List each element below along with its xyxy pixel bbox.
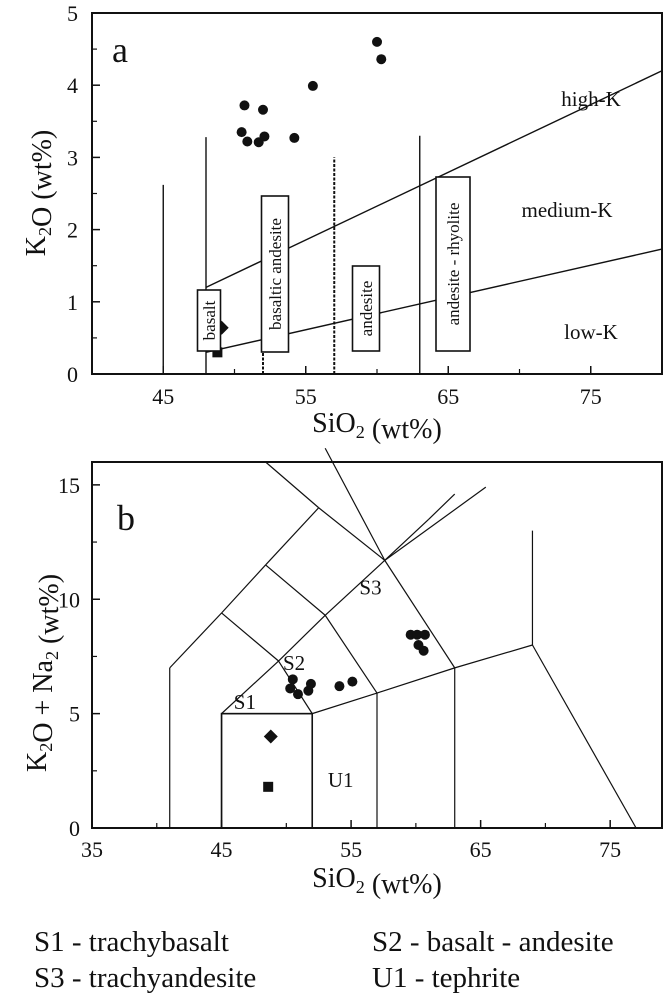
rock-box-0 [196,289,222,352]
data-point-circle-11 [418,645,429,656]
x-tick-label-75: 75 [599,837,621,862]
tas-boundary-16 [278,660,313,714]
x-tick-label-35: 35 [81,837,103,862]
tas-boundary-3 [265,507,320,566]
y-tick-label-4: 4 [67,73,78,98]
data-point-circle-4 [305,678,316,689]
tas-boundary-21 [324,559,386,616]
x-tick-label-65: 65 [470,837,492,862]
rock-box-label-3: andesite - rhyolite [444,203,463,326]
tas-boundary-19 [221,612,279,662]
rock-box-2 [351,265,381,352]
data-point-square-0 [212,347,223,358]
tas-boundary-18 [324,614,378,694]
x-tick-label-45: 45 [211,837,233,862]
panel-b-labels: SiO2 (wt%) K2O + Na2 (wt%) b S1 S2 S3 U1 [22,498,442,900]
x-tick-label-55: 55 [340,837,362,862]
data-point-circle-3 [242,136,253,147]
rock-box-label-0: basalt [200,300,219,340]
data-point-circle-0 [287,674,298,685]
tas-boundary-6 [454,644,533,669]
tas-boundary-15 [221,660,279,715]
x-tick-label-45: 45 [152,384,174,409]
data-point-circle-1 [258,104,268,115]
tas-boundary-4 [318,507,386,561]
tas-boundary-24 [384,486,487,561]
y-axis-title: K2O + Na2 (wt%) [22,574,65,772]
rock-box-1 [260,195,290,353]
data-point-circle-7 [307,80,318,91]
panel-b-ticks: 35 45 55 65 75 0 5 10 15 [58,473,621,862]
panel-b-boundaries [169,447,637,829]
tas-boundary-5 [384,560,456,669]
tas-boundary-23 [428,493,456,520]
data-point-circle-6 [347,676,358,687]
y-tick-label-2: 2 [67,218,78,243]
panel-b: 35 45 55 65 75 0 5 10 15 SiO2 (wt%) K2O + Na2 (wt… [22,447,663,900]
y-tick-label-3: 3 [67,145,78,170]
panel-b-points [263,629,430,792]
field-label-s2: S2 [283,651,305,675]
panel-label: a [112,30,128,70]
data-point-diamond-0 [263,729,278,744]
x-tick-label-55: 55 [295,384,317,409]
y-tick-label-5: 5 [69,702,80,727]
tas-boundary-7 [531,644,637,829]
u1-field-box [220,712,314,829]
rock-box-label-2: andesite [357,281,376,337]
field-label-u1: U1 [328,768,354,792]
y-tick-label-0: 0 [69,816,80,841]
data-point-circle-5 [259,131,270,142]
y-tick-label-5: 5 [67,1,78,26]
data-point-circle-8 [372,36,382,47]
data-point-circle-2 [236,127,247,138]
tas-boundary-1 [169,612,222,669]
y-axis-title: K2O (wt%) [21,130,58,257]
y-tick-label-0: 0 [67,362,78,387]
data-point-circle-6 [289,132,300,143]
field-label-low-k: low-K [564,320,618,344]
legend-u1: U1 - tephrite [372,962,521,994]
field-label-medium-k: medium-K [522,198,613,222]
data-point-square-0 [263,781,274,792]
data-point-circle-8 [412,629,423,640]
tas-boundary-17 [278,614,326,662]
tas-boundary-20 [265,564,326,616]
data-point-circle-9 [419,629,430,640]
field-label-high-k: high-K [561,87,621,111]
tas-boundary-2 [221,564,267,614]
rock-box-label-1: basaltic andesite [266,218,285,330]
y-tick-label-15: 15 [58,473,80,498]
tas-boundary-26 [324,447,386,561]
tas-boundary-12 [376,667,455,694]
legend-s2: S2 - basalt - andesite [372,926,614,958]
field-label-s3: S3 [359,576,381,600]
panel-label: b [117,498,135,538]
tas-boundary-22 [384,518,430,561]
tas-boundary-11 [312,692,378,715]
y-tick-label-1: 1 [67,290,78,315]
x-axis-title: SiO2 (wt%) [312,863,442,900]
panel-a-labels: SiO2 (wt%) K2O (wt%) a high-K medium-K low-K b… [21,30,621,445]
legend-s3: S3 - trachyandesite [34,962,257,994]
data-point-circle-9 [376,54,387,65]
x-axis-title: SiO2 (wt%) [312,408,442,445]
x-tick-label-75: 75 [580,384,602,409]
data-point-circle-0 [239,100,250,111]
data-point-circle-1 [285,683,296,694]
x-tick-label-65: 65 [437,384,459,409]
data-point-circle-2 [292,689,303,700]
tas-boundary-25 [265,461,320,509]
rock-box-3 [435,176,471,352]
field-label-s1: S1 [234,690,256,714]
data-point-circle-5 [334,681,345,692]
legend-s1: S1 - trachybasalt [34,926,229,958]
y-tick-label-10: 10 [58,587,80,612]
